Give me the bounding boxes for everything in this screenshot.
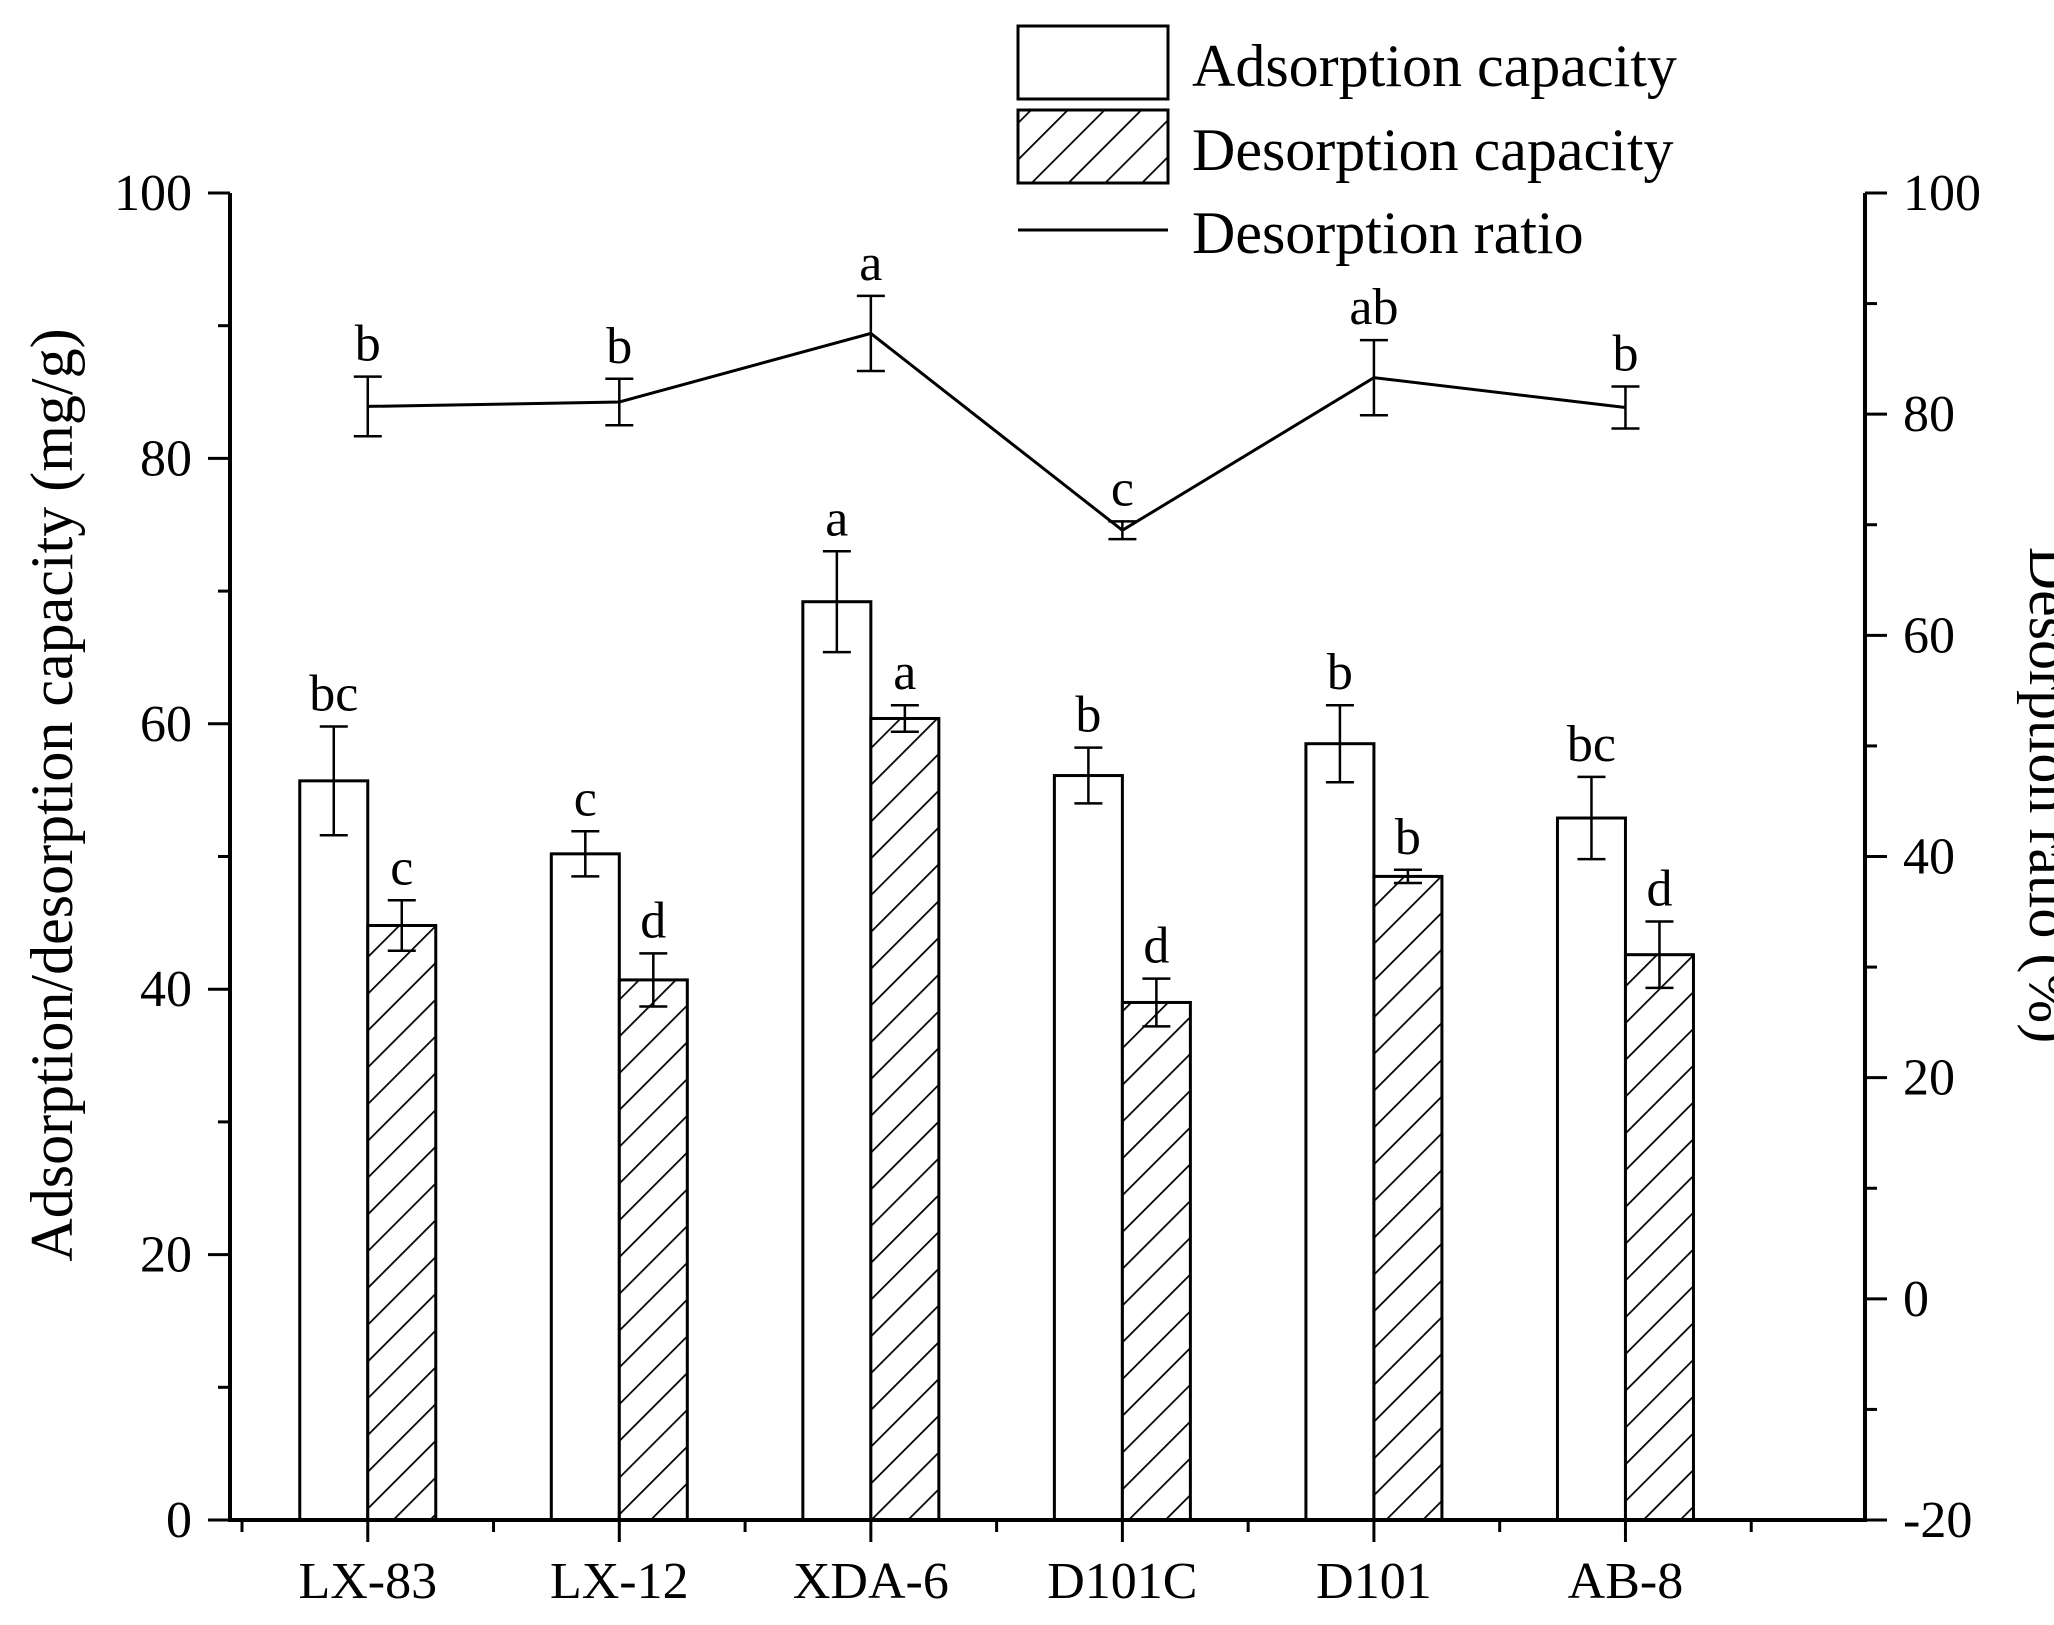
y-axis-title-right: Desorption ratio (%): [2017, 547, 2054, 1044]
bar-desorption-XDA-6: [869, 716, 941, 1522]
error-bar-desorption-D101: [1393, 868, 1422, 885]
significance-letter: ab: [1349, 279, 1398, 336]
error-bar-ratio-LX-12: [605, 377, 634, 427]
legend: Adsorption capacity Desorption capacity …: [1016, 24, 1677, 266]
significance-letter: b: [606, 318, 632, 375]
bar-desorption-AB-8: [1623, 953, 1695, 1522]
bar-adsorption-AB-8: [1555, 816, 1627, 1522]
error-bar-desorption-LX-83: [387, 899, 416, 952]
error-bar-ratio-LX-83: [353, 375, 382, 438]
y-left-tick-label: 100: [114, 165, 192, 222]
significance-letter: d: [640, 892, 666, 949]
significance-letter: c: [390, 839, 413, 896]
ratio-line-layer: b b a c ab b: [353, 235, 1640, 541]
bars-layer: bc c a b b bc c d a d b d: [298, 490, 1695, 1522]
y-left-tick-label: 40: [140, 961, 192, 1018]
legend-label-desorption: Desorption capacity: [1192, 117, 1674, 183]
error-bar-adsorption-AB-8: [1577, 775, 1606, 861]
y-right-tick-label: -20: [1903, 1492, 1972, 1549]
significance-letter: a: [859, 235, 882, 292]
significance-letter: d: [1646, 861, 1672, 918]
desorption-ratio-line: [367, 331, 1626, 533]
significance-letter: a: [893, 644, 916, 701]
y-left-tick-label: 60: [140, 696, 192, 753]
bar-adsorption-LX-83: [298, 779, 370, 1522]
bar-adsorption-D101C: [1052, 774, 1124, 1522]
significance-letter: d: [1143, 918, 1169, 975]
significance-letter: b: [1327, 644, 1353, 701]
error-bar-adsorption-D101: [1325, 703, 1354, 784]
x-category-label: D101C: [1047, 1553, 1197, 1610]
error-bar-adsorption-XDA-6: [822, 550, 851, 654]
bar-desorption-LX-12: [617, 978, 689, 1522]
bar-adsorption-LX-12: [549, 852, 621, 1522]
x-category-label: D101: [1316, 1553, 1432, 1610]
significance-letter: b: [1075, 687, 1101, 744]
y-right-tick-label: 80: [1903, 386, 1955, 443]
legend-swatch-desorption: [1016, 108, 1170, 185]
error-bar-adsorption-LX-83: [319, 725, 348, 837]
y-right-tick-label: 60: [1903, 607, 1955, 664]
error-bar-desorption-LX-12: [639, 952, 668, 1008]
y-left-tick-label: 0: [166, 1492, 192, 1549]
legend-label-ratio: Desorption ratio: [1192, 200, 1584, 266]
error-bar-desorption-D101C: [1142, 977, 1171, 1028]
y-right-tick-label: 100: [1903, 165, 1981, 222]
significance-letter: bc: [1567, 716, 1616, 773]
y-right-tick-label: 20: [1903, 1050, 1955, 1107]
error-bar-desorption-AB-8: [1645, 920, 1674, 990]
significance-letter: b: [1395, 809, 1421, 866]
y-right-tick-label: 40: [1903, 829, 1955, 886]
y-right-tick-label: 0: [1903, 1271, 1929, 1328]
significance-letter: b: [1612, 326, 1638, 383]
error-bar-ratio-D101: [1359, 338, 1388, 417]
bar-desorption-D101C: [1120, 1000, 1192, 1522]
error-bar-ratio-XDA-6: [856, 294, 885, 373]
x-category-label: LX-83: [298, 1553, 437, 1610]
y-left-tick-label: 80: [140, 430, 192, 487]
significance-letter: b: [355, 316, 381, 373]
legend-swatch-adsorption: [1016, 24, 1170, 101]
bar-desorption-D101: [1372, 874, 1444, 1522]
bar-desorption-LX-83: [366, 924, 438, 1522]
significance-letter: a: [825, 490, 848, 547]
bar-adsorption-D101: [1304, 742, 1376, 1522]
error-bar-adsorption-D101C: [1074, 746, 1103, 805]
axes-layer: 0 20 40 60 80 100 -20 0 20 40 60 80 100 LX-83 LX-12 XDA…: [114, 165, 1981, 1610]
y-left-tick-label: 20: [140, 1227, 192, 1284]
x-category-label: LX-12: [550, 1553, 689, 1610]
legend-label-adsorption: Adsorption capacity: [1192, 33, 1677, 99]
significance-letter: c: [574, 770, 597, 827]
bar-adsorption-XDA-6: [801, 600, 873, 1522]
x-category-label: AB-8: [1568, 1553, 1684, 1610]
error-bar-desorption-XDA-6: [890, 703, 919, 734]
error-bar-ratio-D101C: [1108, 520, 1137, 541]
x-category-label: XDA-6: [793, 1553, 949, 1610]
significance-letter: c: [1111, 460, 1134, 517]
y-axis-title-left: Adsorption/desorption capacity (mg/g): [19, 328, 85, 1261]
error-bar-ratio-AB-8: [1611, 385, 1640, 430]
error-bar-adsorption-LX-12: [571, 830, 600, 878]
significance-letter: bc: [309, 665, 358, 722]
